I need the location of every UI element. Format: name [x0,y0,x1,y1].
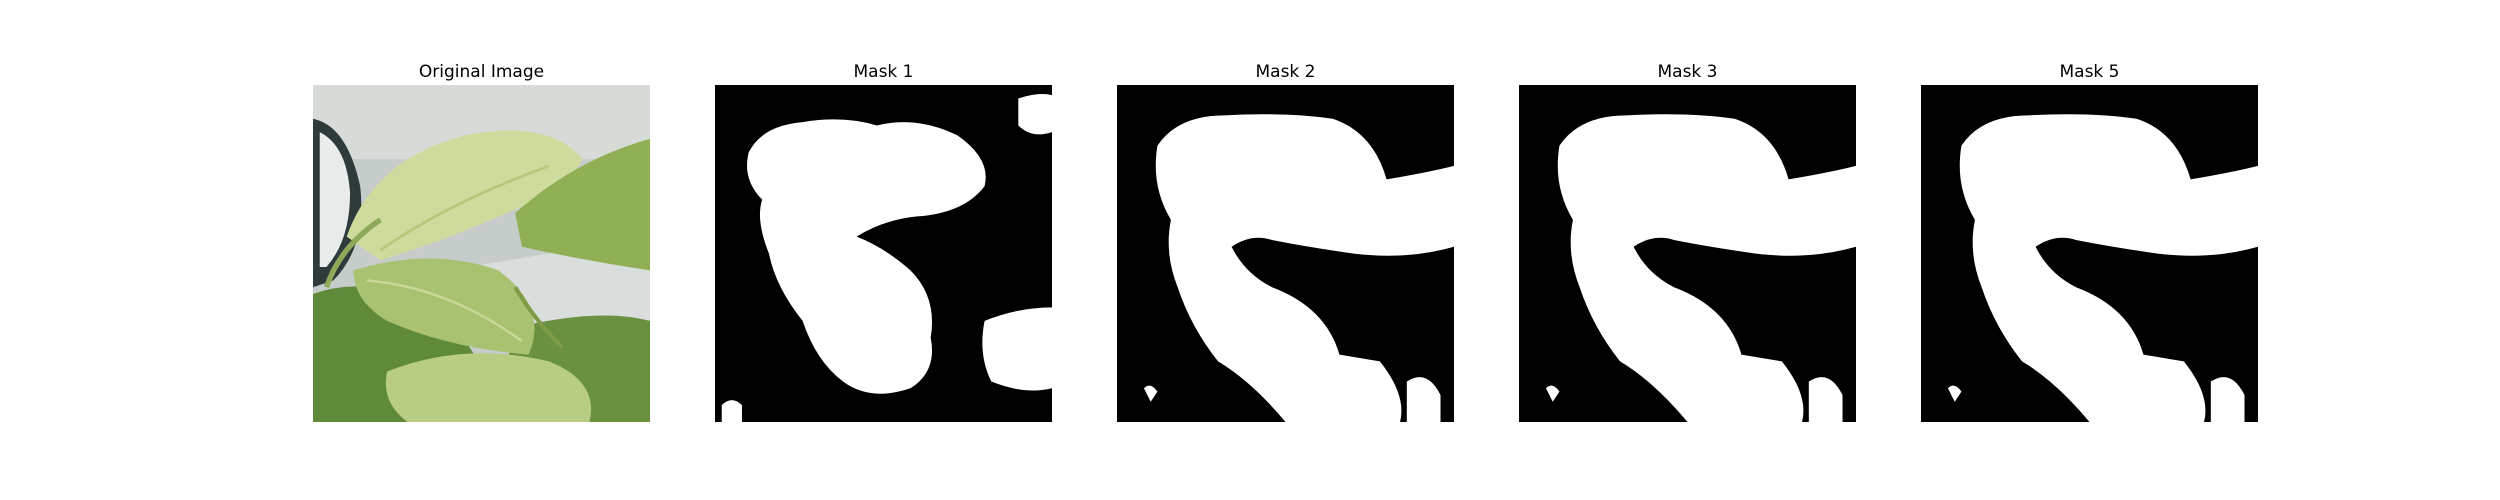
mask-3-image [1519,85,1856,422]
mask-1-image [715,85,1052,422]
original-photo [313,85,650,422]
panel-original-image: Original Image [313,60,650,422]
mask-2-image [1117,85,1454,422]
panel-mask-5: Mask 5 [1921,60,2258,422]
panel-title: Mask 5 [2059,62,2120,82]
panel-mask-3: Mask 3 [1519,60,1856,422]
panel-mask-2: Mask 2 [1117,60,1454,422]
panel-title: Mask 1 [853,62,914,82]
panel-mask-1: Mask 1 [715,60,1052,422]
panel-title: Original Image [418,62,545,82]
panel-title: Mask 2 [1255,62,1316,82]
panel-title: Mask 3 [1657,62,1718,82]
mask-5-image [1921,85,2258,422]
